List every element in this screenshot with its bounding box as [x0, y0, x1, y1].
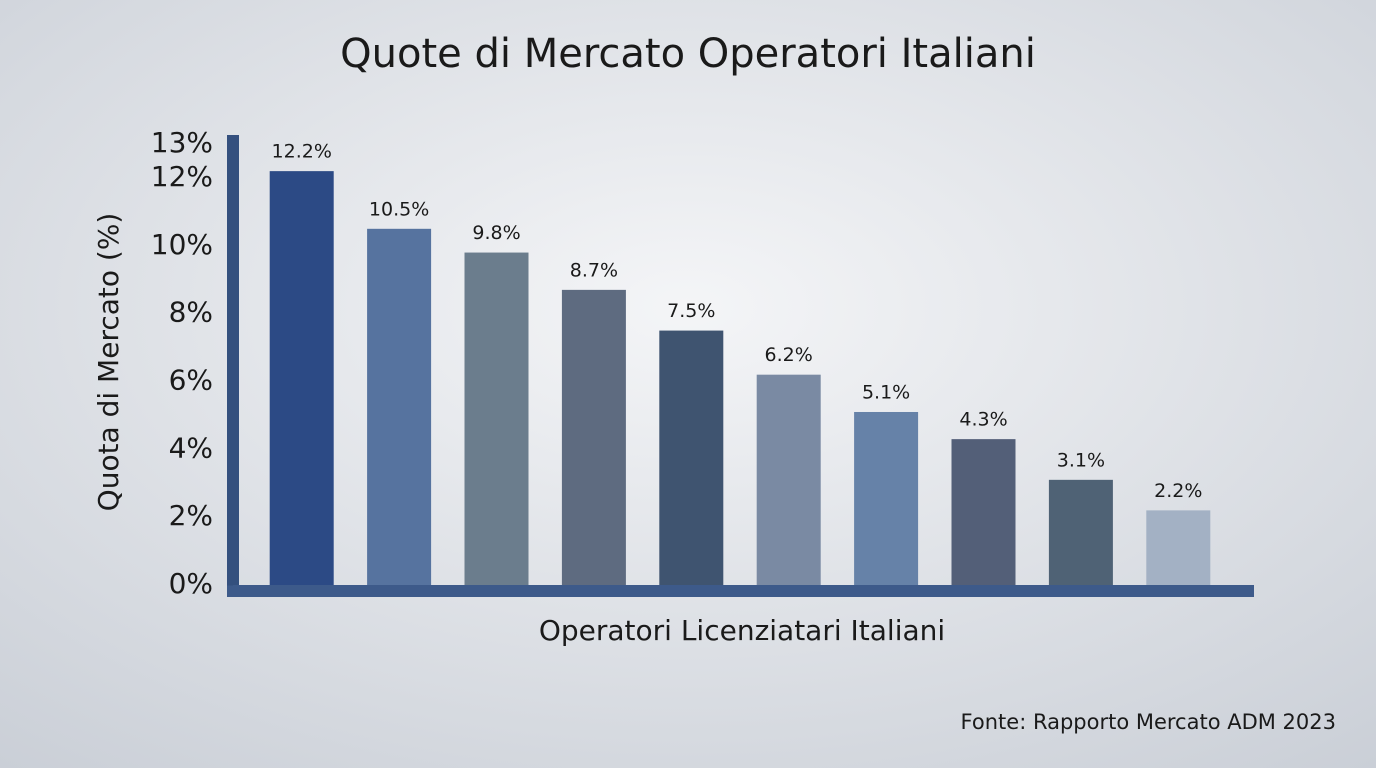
value-label: 3.1% [1057, 449, 1105, 471]
bar [269, 171, 334, 585]
value-label: 10.5% [369, 198, 429, 220]
value-label: 4.3% [959, 409, 1007, 431]
bar [561, 289, 626, 585]
bar [1048, 479, 1113, 585]
bar [1146, 510, 1211, 585]
y-tick-label: 0% [169, 567, 213, 600]
y-tick-label: 10% [151, 228, 213, 261]
y-tick-label: 4% [169, 431, 213, 464]
bar [367, 228, 432, 586]
x-axis-label: Operatori Licenziatari Italiani [539, 614, 945, 647]
bar [464, 252, 529, 586]
y-tick-label: 8% [169, 296, 213, 329]
y-axis-line [227, 135, 239, 597]
bar [854, 411, 919, 585]
source-note: Fonte: Rapporto Mercato ADM 2023 [961, 710, 1336, 734]
y-axis-label: Quota di Mercato (%) [92, 213, 125, 512]
x-axis-line [227, 585, 1254, 597]
y-tick-label: 12% [151, 160, 213, 193]
value-label: 5.1% [862, 381, 910, 403]
y-tick-label: 13% [151, 126, 213, 159]
value-label: 2.2% [1154, 480, 1202, 502]
y-tick-label: 6% [169, 363, 213, 396]
y-tick-label: 2% [169, 499, 213, 532]
value-label: 6.2% [765, 344, 813, 366]
bar [659, 330, 724, 585]
value-label: 9.8% [472, 222, 520, 244]
value-label: 12.2% [272, 141, 332, 163]
bar [951, 439, 1016, 585]
bar [756, 374, 821, 585]
value-label: 8.7% [570, 259, 618, 281]
chart-title: Quote di Mercato Operatori Italiani [340, 31, 1036, 77]
value-label: 7.5% [667, 300, 715, 322]
